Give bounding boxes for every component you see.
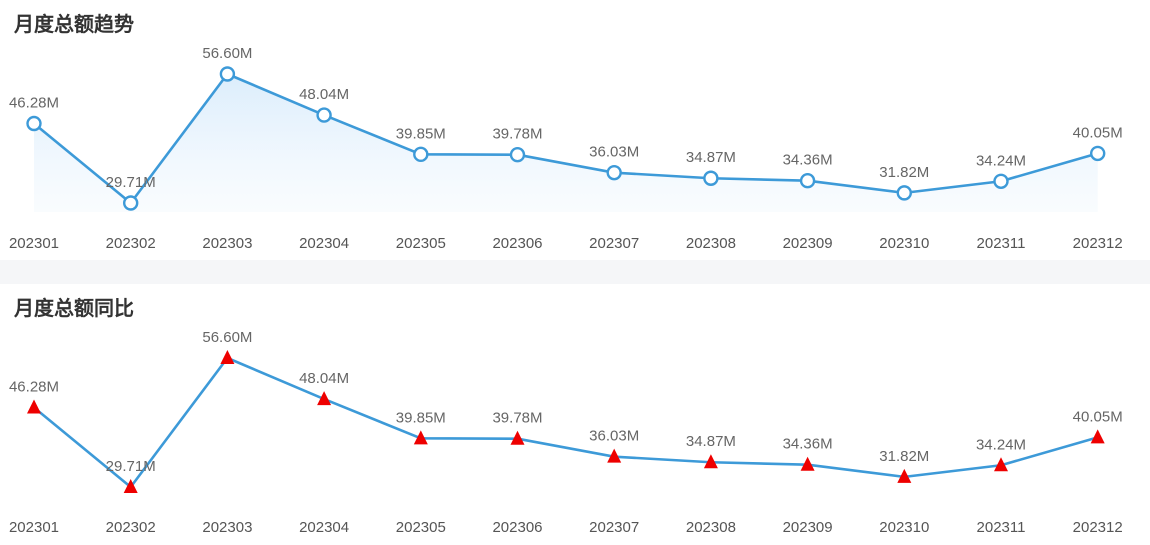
data-point[interactable] [26,115,42,132]
data-point[interactable] [219,66,236,82]
x-tick-label: 202312 [1073,235,1123,252]
x-tick-label: 202308 [686,519,736,536]
x-tick-label: 202306 [492,519,542,536]
trend-chart-panel: 月度总额趋势 46.28M 202301 29.71M 202302 56.60M 202… [0,0,1150,260]
data-label: 34.87M [686,149,736,166]
data-point[interactable] [703,170,719,186]
data-label: 39.78M [492,410,542,427]
data-point[interactable] [993,173,1009,189]
data-label: 31.82M [879,448,929,465]
data-point[interactable] [413,430,428,445]
x-tick-label: 202303 [202,519,252,536]
data-label: 29.71M [106,174,156,191]
data-point[interactable] [220,350,235,364]
x-tick-label: 202308 [686,235,736,252]
data-label: 56.60M [202,45,252,62]
data-point[interactable] [317,391,332,406]
data-label: 36.03M [589,428,639,445]
data-label: 48.04M [299,86,349,103]
x-tick-label: 202311 [977,235,1026,252]
yoy-chart-panel: 月度总额同比 46.28M 202301 29.71M 202302 56.60M 202… [0,284,1150,545]
data-point[interactable] [316,107,332,123]
x-tick-label: 202304 [299,519,349,536]
data-label: 56.60M [202,329,252,346]
data-point[interactable] [123,479,138,493]
data-point[interactable] [122,195,139,211]
x-tick-label: 202310 [879,235,929,252]
x-tick-label: 202309 [783,235,833,252]
x-tick-label: 202304 [299,235,349,252]
data-point[interactable] [413,146,429,163]
data-point[interactable] [1090,429,1105,444]
x-tick-label: 202301 [9,519,59,536]
yoy-chart-title: 月度总额同比 [14,296,134,320]
data-label: 31.82M [879,164,929,181]
data-label: 46.28M [9,95,59,112]
data-label: 39.85M [396,125,446,142]
data-label: 34.36M [783,152,833,169]
x-tick-label: 202312 [1073,519,1123,536]
x-tick-label: 202306 [492,235,542,252]
x-tick-label: 202302 [106,519,156,536]
data-point[interactable] [27,399,41,414]
x-tick-label: 202309 [783,519,833,536]
data-label: 36.03M [589,144,639,161]
data-label: 34.24M [976,436,1026,453]
data-label: 39.85M [396,409,446,426]
data-label: 40.05M [1073,124,1123,141]
data-label: 34.24M [976,152,1026,169]
series-line [33,356,1099,489]
data-point[interactable] [799,172,816,189]
x-tick-label: 202301 [9,235,59,252]
x-tick-label: 202307 [589,519,639,536]
data-label: 34.36M [783,436,833,453]
x-tick-label: 202307 [589,235,639,252]
data-point[interactable] [510,430,525,445]
x-tick-label: 202310 [879,519,929,536]
x-tick-label: 202303 [202,235,252,252]
data-point[interactable] [509,146,526,163]
data-point[interactable] [703,454,718,469]
yoy-line-chart: 46.28M 202301 29.71M 202302 56.60M 202303 48.0… [9,329,1123,536]
x-tick-label: 202302 [106,235,156,252]
data-label: 34.87M [686,433,736,450]
x-tick-label: 202305 [396,519,446,536]
data-point[interactable] [607,448,622,463]
trend-line-chart: 46.28M 202301 29.71M 202302 56.60M 202303 48.0… [9,45,1123,252]
series-line [33,72,1099,205]
data-label: 39.78M [492,126,542,143]
trend-chart-title: 月度总额趋势 [14,12,134,36]
x-tick-label: 202311 [977,519,1026,536]
data-label: 40.05M [1073,408,1123,425]
data-label: 29.71M [106,458,156,475]
data-point[interactable] [606,164,622,181]
data-point[interactable] [897,468,912,483]
data-label: 46.28M [9,379,59,396]
x-tick-label: 202305 [396,235,446,252]
data-point[interactable] [800,456,815,471]
data-point[interactable] [994,457,1008,472]
data-label: 48.04M [299,370,349,387]
data-point[interactable] [896,185,912,201]
area-fill [34,74,1098,212]
data-point[interactable] [1089,145,1106,162]
